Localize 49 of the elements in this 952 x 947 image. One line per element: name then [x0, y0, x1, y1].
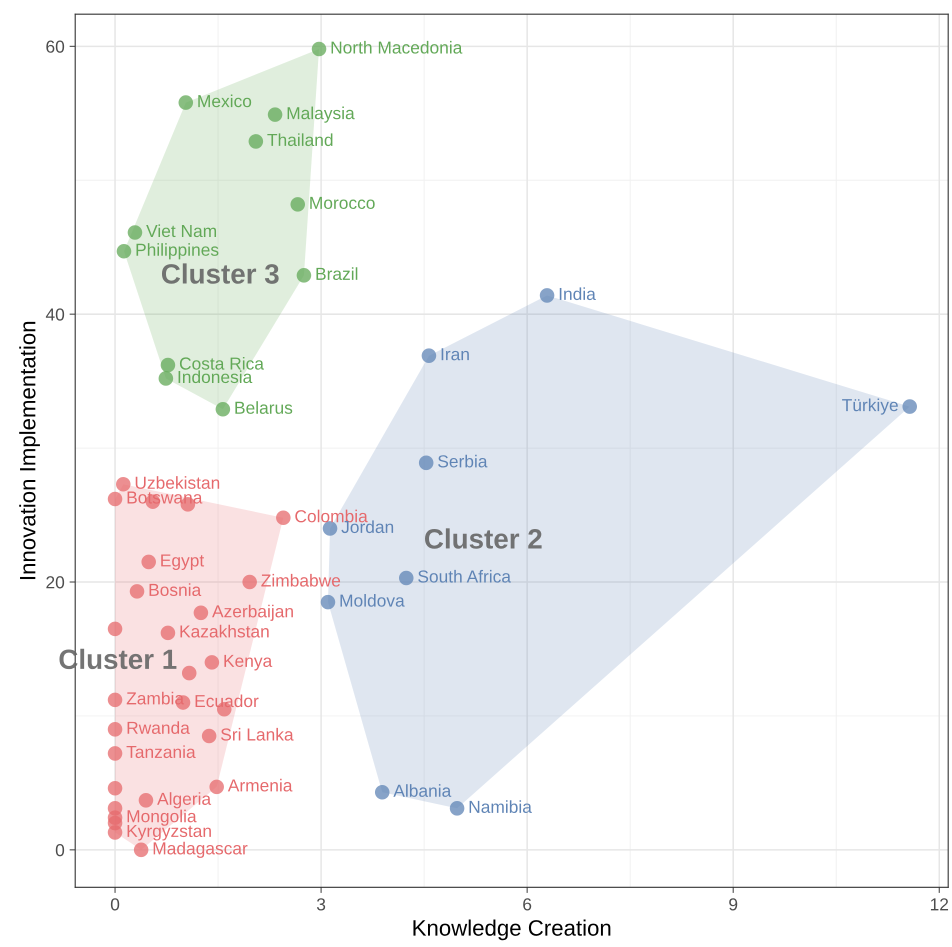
data-label: Armenia — [228, 778, 292, 792]
data-label: Iran — [442, 348, 469, 360]
data-label: Türkiye — [842, 398, 898, 415]
annotation: Cluster 2 — [425, 528, 542, 549]
data-label: Brazil — [316, 267, 358, 280]
data-label: South Africa — [418, 570, 511, 583]
data-label: Costa Rica — [180, 356, 264, 370]
data-label: Viet Nam — [146, 224, 216, 238]
data-label: Mexico — [198, 94, 252, 108]
data-label: Tanzania — [126, 745, 196, 758]
y-tick-label: 20 — [46, 576, 64, 588]
data-label: Thailand — [267, 133, 332, 146]
data-label: Moldova — [340, 594, 405, 607]
data-label: Indonesia — [178, 370, 252, 384]
data-label: Kyrgyzstan — [128, 824, 211, 841]
data-label: Madagascar — [154, 842, 248, 858]
data-label: Morocco — [310, 196, 375, 210]
data-label: India — [560, 287, 596, 300]
data-label: Zimbabwe — [261, 574, 340, 587]
data-label: Algeria — [157, 792, 212, 808]
x-tick-label: 6 — [523, 898, 532, 911]
data-label: Egypt — [161, 554, 204, 570]
data-label: Kenya — [224, 654, 272, 670]
data-label: Albania — [393, 784, 452, 797]
data-label: Philippines — [136, 243, 218, 260]
data-label: Serbia — [438, 454, 488, 468]
data-label: Namibia — [470, 800, 532, 813]
y-axis-title: Innovation Implementation — [19, 322, 40, 580]
data-label: Uzbekistan — [136, 476, 220, 489]
data-label: Malaysia — [288, 106, 355, 123]
data-label: Belarus — [235, 401, 292, 414]
x-tick-label: 0 — [110, 898, 120, 911]
data-label: Jordan — [341, 520, 394, 534]
y-tick-label: 0 — [56, 844, 64, 856]
x-tick-label: 3 — [316, 898, 326, 911]
data-label: Kazakhstan — [180, 624, 269, 638]
x-axis-title: Knowledge Creation — [413, 919, 610, 940]
data-label: Colombia — [295, 510, 368, 522]
x-tick-label: 12 — [930, 898, 948, 910]
data-label: North Macedonia — [332, 40, 462, 54]
data-label: Rwanda — [128, 721, 190, 734]
y-tick-label: 60 — [46, 40, 64, 53]
data-label: Mongolia — [128, 810, 197, 826]
data-label: Bosnia — [150, 583, 202, 596]
data-label: Sri Lanka — [221, 728, 294, 741]
y-tick-label: 40 — [46, 308, 64, 321]
annotation: Cluster 3 — [162, 263, 279, 284]
x-tick-label: 9 — [729, 898, 738, 911]
data-label: Azerbaijan — [212, 604, 293, 621]
